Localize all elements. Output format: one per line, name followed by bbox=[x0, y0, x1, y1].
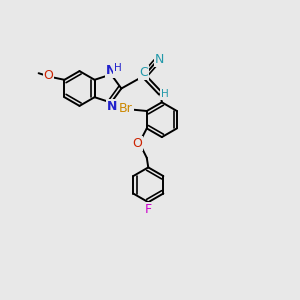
Text: O: O bbox=[44, 69, 53, 82]
Text: F: F bbox=[145, 202, 152, 216]
Text: C: C bbox=[140, 65, 148, 79]
Text: H: H bbox=[161, 89, 169, 99]
Text: O: O bbox=[133, 137, 142, 150]
Text: H: H bbox=[114, 63, 122, 74]
Text: N: N bbox=[155, 52, 164, 66]
Text: N: N bbox=[107, 100, 117, 113]
Text: N: N bbox=[106, 64, 116, 77]
Text: Br: Br bbox=[119, 102, 133, 116]
